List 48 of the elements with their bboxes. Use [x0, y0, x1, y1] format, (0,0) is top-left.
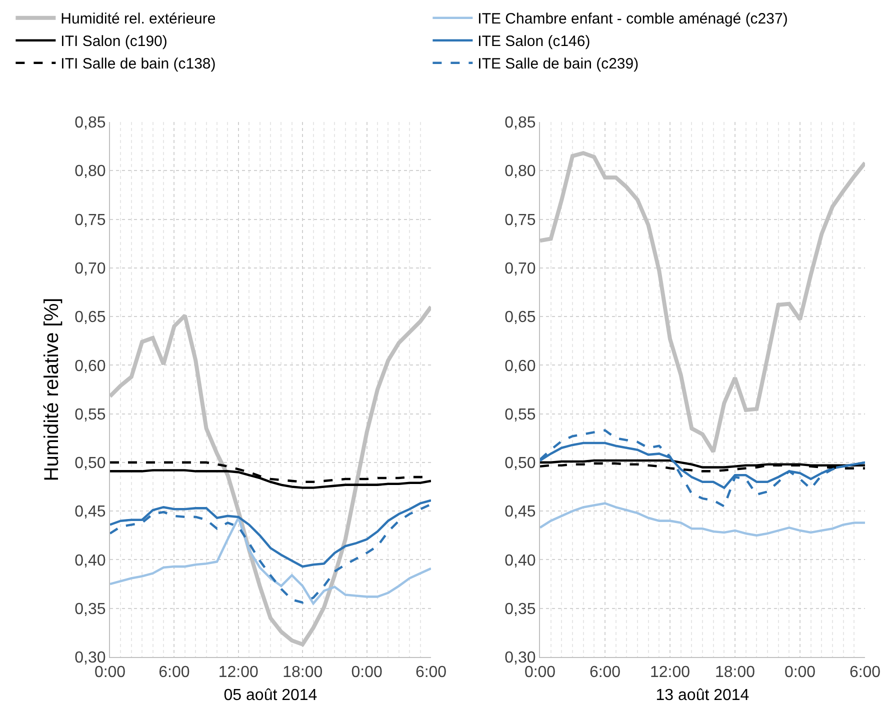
- y-tick-label: 0,80: [504, 163, 536, 180]
- x-tick-label: 6:00: [415, 664, 447, 682]
- y-tick-label: 0,40: [74, 552, 106, 570]
- y-tick-label: 0,40: [504, 552, 536, 570]
- y-tick-label: 0,75: [504, 212, 536, 229]
- y-tick-label: 0,45: [504, 504, 536, 521]
- y-tick-label: 0,65: [74, 309, 106, 326]
- x-axis-title: 13 août 2014: [656, 686, 750, 704]
- x-tick-label: 0:00: [94, 664, 126, 682]
- line-series: [540, 459, 865, 468]
- y-tick-label: 0,50: [504, 455, 536, 472]
- x-tick-label: 0:00: [524, 664, 556, 682]
- legend-label: ITE Salle de bain (c239): [478, 56, 639, 73]
- x-tick-label: 18:00: [714, 664, 756, 682]
- y-tick-label: 0,70: [74, 260, 106, 278]
- y-tick-label: 0,30: [74, 650, 106, 667]
- legend-label: Humidité rel. extérieure: [60, 10, 216, 28]
- y-tick-label: 0,35: [504, 600, 536, 618]
- x-tick-label: 0:00: [351, 664, 382, 682]
- y-tick-label: 0,60: [74, 358, 106, 375]
- x-tick-label: 18:00: [282, 664, 323, 682]
- x-tick-label: 6:00: [158, 664, 190, 682]
- x-axis-title: 05 août 2014: [224, 686, 318, 704]
- legend-label: ITI Salon (c190): [60, 33, 168, 50]
- x-tick-label: 6:00: [849, 664, 881, 682]
- y-tick-label: 0,60: [504, 358, 536, 375]
- y-tick-label: 0,55: [504, 406, 536, 424]
- legend-label: ITE Chambre enfant - comble aménagé (c237): [478, 10, 788, 28]
- x-tick-label: 6:00: [589, 664, 621, 682]
- y-tick-label: 0,55: [74, 406, 106, 424]
- y-tick-label: 0,35: [74, 600, 106, 618]
- y-tick-label: 0,85: [74, 114, 106, 132]
- y-tick-label: 0,85: [504, 114, 536, 132]
- y-tick-label: 0,70: [504, 260, 536, 278]
- line-series: [540, 502, 865, 537]
- legend-label: ITE Salon (c146): [478, 33, 590, 50]
- y-tick-label: 0,50: [74, 455, 106, 472]
- x-tick-label: 0:00: [784, 664, 816, 682]
- y-tick-label: 0,30: [504, 650, 536, 667]
- x-tick-label: 12:00: [650, 664, 690, 682]
- x-tick-label: 12:00: [218, 664, 259, 682]
- y-axis-title: Humidité relative [%]: [41, 298, 64, 482]
- y-tick-label: 0,45: [74, 504, 106, 521]
- y-tick-label: 0,75: [74, 212, 106, 229]
- line-series: [540, 462, 865, 472]
- legend-label: ITI Salle de bain (c138): [60, 56, 216, 73]
- y-tick-label: 0,65: [504, 309, 536, 326]
- y-tick-label: 0,80: [74, 163, 106, 180]
